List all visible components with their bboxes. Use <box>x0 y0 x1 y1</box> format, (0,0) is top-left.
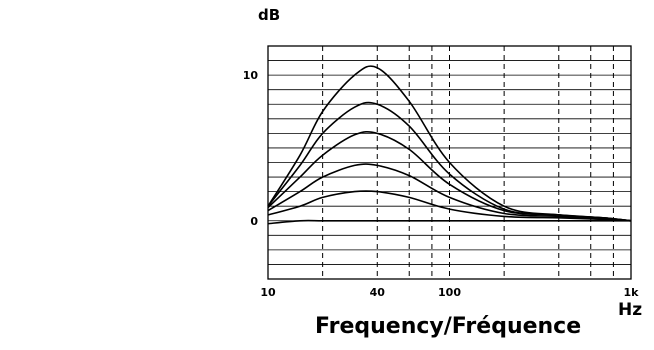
y-tick-label-1: 0 <box>250 215 258 228</box>
x-tick-label-2: 100 <box>438 286 461 299</box>
x-tick-label-0: 10 <box>260 286 276 299</box>
series-line-4 <box>267 190 632 222</box>
series-line-5 <box>267 219 631 225</box>
y-axis-label: dB <box>258 6 281 24</box>
series-line-2 <box>267 130 632 222</box>
x-axis-label: Frequency/Fréquence <box>315 314 582 339</box>
series-line-3 <box>267 163 632 222</box>
x-tick-label-1: 40 <box>370 286 386 299</box>
plot-frame <box>267 45 632 280</box>
y-tick-label-0: 10 <box>243 69 259 82</box>
x-axis-unit-label: Hz <box>618 300 643 320</box>
x-tick-label-3: 1k <box>624 286 640 299</box>
